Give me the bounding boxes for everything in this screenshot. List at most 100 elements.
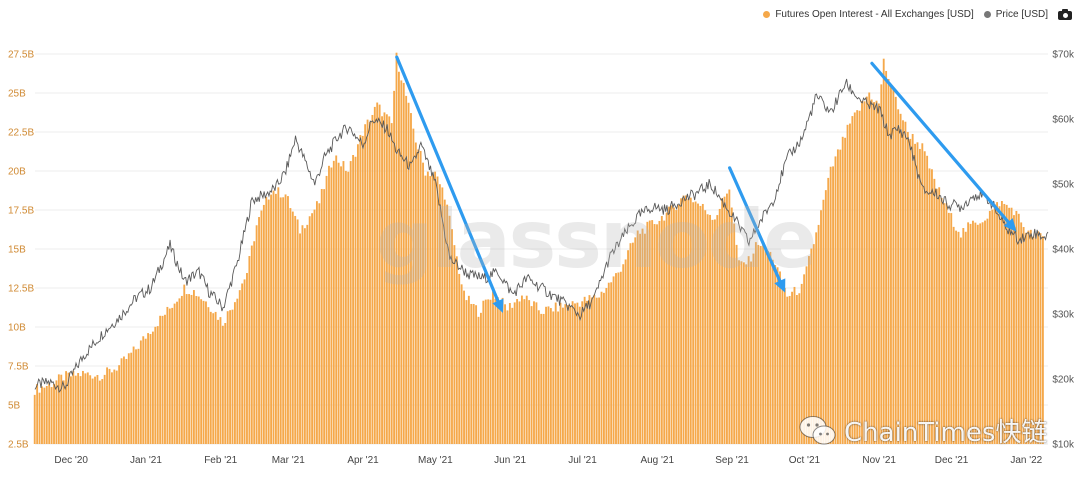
x-tick-label: Jun '21 (494, 455, 526, 466)
oi-bar (472, 304, 475, 444)
oi-bar (947, 212, 950, 444)
oi-bar (918, 148, 921, 444)
trend-arrow-head (1003, 218, 1017, 232)
oi-bar (877, 103, 880, 444)
oi-bar (861, 100, 863, 445)
oi-bar (347, 171, 350, 445)
oi-bar (378, 104, 381, 444)
price-line (34, 78, 1049, 394)
oi-bar (820, 210, 822, 444)
legend-item-open-interest[interactable]: Futures Open Interest - All Exchanges [U… (763, 9, 974, 20)
oi-bar (653, 224, 656, 444)
oi-bar (979, 223, 982, 444)
oi-bar (974, 222, 977, 444)
x-axis: Dec '20 Jan '21 Feb '21 Mar '21 Apr '21 May '… (54, 455, 1042, 466)
oi-bar (1013, 215, 1015, 444)
oi-bar (631, 242, 634, 444)
oi-bar (429, 176, 432, 444)
oi-bar (959, 237, 962, 444)
oi-bar (726, 193, 728, 444)
oi-bar (598, 297, 601, 444)
oi-bar (885, 70, 888, 445)
oi-bar (195, 296, 198, 444)
oi-bar (735, 244, 738, 444)
oi-bar (750, 261, 752, 444)
oi-bar (458, 273, 461, 444)
oi-bar (178, 298, 181, 444)
oi-bar (721, 198, 724, 444)
oi-bar (1020, 222, 1023, 444)
oi-bar (648, 220, 651, 444)
oi-bar (443, 199, 446, 444)
oi-bar (839, 149, 842, 444)
oi-bar (344, 170, 347, 444)
oi-bar (605, 288, 608, 444)
oi-bar (545, 306, 547, 444)
right-tick-label: $20k (1052, 375, 1075, 386)
oi-bar (156, 326, 159, 444)
oi-bar (793, 286, 796, 444)
oi-bar (663, 220, 666, 444)
oi-bar (853, 112, 856, 444)
oi-bar (740, 261, 743, 444)
oi-bar (583, 296, 586, 444)
oi-bar (188, 294, 191, 444)
oi-bar (217, 319, 219, 444)
oi-bar (694, 201, 697, 444)
oi-bar (586, 300, 588, 444)
oi-bar (665, 212, 668, 444)
oi-bar (241, 283, 244, 444)
oi-bar (511, 307, 514, 444)
oi-bar (171, 307, 174, 444)
oi-bar (89, 375, 92, 444)
oi-bar (311, 213, 314, 444)
oi-bar (624, 259, 627, 444)
oi-bar (569, 306, 572, 444)
camera-icon[interactable] (1058, 9, 1072, 20)
oi-bar (709, 214, 711, 444)
oi-bar (120, 358, 123, 444)
oi-bar (988, 210, 991, 444)
oi-bar (851, 116, 854, 444)
oi-bar (788, 295, 791, 444)
oi-bar (564, 304, 567, 444)
legend-item-price[interactable]: Price [USD] (983, 9, 1048, 20)
trend-arrow-head (774, 278, 786, 293)
oi-bar (557, 311, 560, 444)
oi-bar (110, 372, 113, 444)
oi-bar (115, 370, 118, 444)
x-tick-label: Aug '21 (640, 455, 674, 466)
oi-bar (834, 156, 837, 444)
oi-bar (65, 371, 68, 444)
oi-bar (658, 220, 661, 444)
oi-bar (436, 176, 439, 444)
oi-bar (873, 102, 875, 444)
oi-bar (154, 326, 157, 444)
oi-bar (786, 296, 789, 444)
oi-bar (492, 291, 494, 444)
oi-bar (376, 102, 379, 444)
oi-bar (1015, 210, 1018, 444)
oi-bar (123, 356, 125, 444)
oi-bar (808, 256, 810, 444)
oi-bar (209, 311, 212, 444)
oi-bar (680, 198, 683, 444)
oi-bar (164, 314, 166, 444)
oi-bar (926, 155, 929, 445)
trend-arrows (395, 55, 1017, 313)
oi-bar (166, 306, 169, 444)
oi-bar (844, 137, 847, 445)
right-tick-label: $70k (1052, 50, 1075, 61)
oi-bar (627, 250, 629, 444)
oi-bar (776, 267, 779, 444)
oi-bar (130, 352, 133, 444)
oi-bar (523, 299, 526, 444)
oi-bar (554, 302, 557, 444)
wechat-icon (798, 414, 838, 448)
oi-bar (634, 237, 637, 444)
oi-bar (593, 294, 596, 444)
oi-bar (892, 88, 895, 444)
oi-bar (612, 276, 615, 444)
oi-bar (701, 203, 704, 444)
oi-bar (718, 208, 721, 444)
